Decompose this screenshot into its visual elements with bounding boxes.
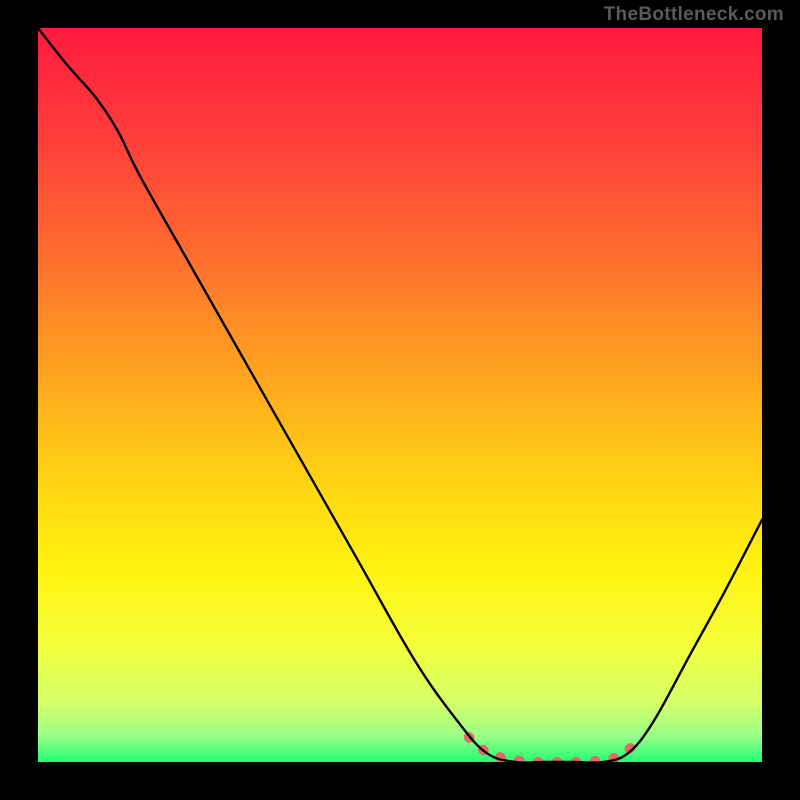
chart-container: TheBottleneck.com	[0, 0, 800, 800]
chart-area	[38, 28, 762, 762]
chart-background	[38, 28, 762, 762]
watermark-text: TheBottleneck.com	[604, 4, 784, 26]
bottleneck-chart	[38, 28, 762, 762]
